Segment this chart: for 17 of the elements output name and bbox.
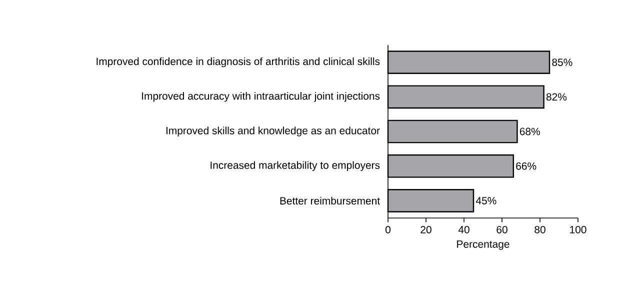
- y-tick-label: Improved skills and knowledge as an educator: [166, 126, 380, 136]
- data-label: 68%: [520, 128, 540, 136]
- x-tick-label: 80: [534, 226, 546, 234]
- x-axis-title: Percentage: [457, 240, 510, 250]
- y-tick-label: Increased marketability to employers: [210, 161, 380, 171]
- data-label: 45%: [476, 197, 496, 204]
- data-label: 82%: [546, 93, 567, 101]
- x-tick-label: 20: [420, 226, 432, 234]
- data-label: 66%: [516, 162, 536, 170]
- x-tick-label: 0: [386, 226, 390, 234]
- y-tick-label: Improved confidence in diagnosis of arthritis and clinical skills: [96, 57, 380, 68]
- x-tick-label: 60: [496, 226, 508, 234]
- data-label: 85%: [552, 58, 572, 66]
- x-tick-label: 40: [458, 226, 470, 234]
- y-tick-label: Better reimbursement: [280, 196, 380, 205]
- y-tick-label: Improved accuracy with intraarticular joint injections: [142, 92, 380, 102]
- x-tick-label: 100: [570, 226, 586, 234]
